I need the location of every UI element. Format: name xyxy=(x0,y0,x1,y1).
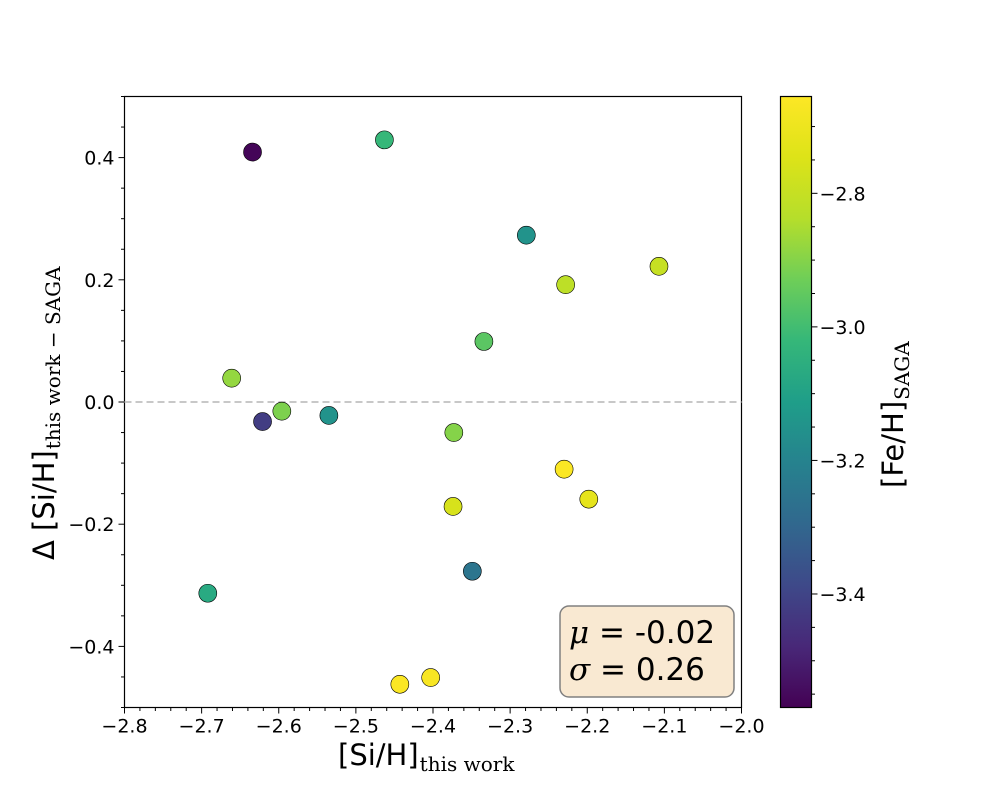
y-axis-ticks: −0.4 −0.2 0.0 0.2 0.4 xyxy=(68,96,125,708)
x-axis-label: [Si/H]this work xyxy=(338,738,515,776)
data-point xyxy=(444,423,464,442)
x-tick-label: −2.3 xyxy=(487,716,533,738)
colorbar-tick-label: −3.4 xyxy=(820,584,866,606)
colorbar-ticks: −3.4 −3.2 −3.0 −2.8 xyxy=(811,126,866,695)
colorbar-tick-label: −3.0 xyxy=(820,317,866,339)
data-point xyxy=(243,142,262,162)
data-point xyxy=(556,275,575,294)
data-point xyxy=(421,668,440,687)
x-tick-label: −2.8 xyxy=(101,716,147,738)
data-point xyxy=(463,561,482,581)
x-tick-label: −2.7 xyxy=(179,716,225,738)
colorbar xyxy=(779,95,813,709)
data-point xyxy=(375,130,394,150)
x-axis-ticks: −2.8 −2.7 −2.6 −2.5 −2.4 −2.3 −2.2 −2.1 −2.0 xyxy=(101,707,765,738)
data-point xyxy=(649,257,669,276)
mu-annotation: μ = -0.02 xyxy=(569,615,715,651)
data-point xyxy=(579,489,599,509)
sigma-annotation: σ = 0.26 xyxy=(569,652,705,688)
x-tick-label: −2.2 xyxy=(564,716,610,738)
data-point xyxy=(198,583,218,603)
data-point xyxy=(474,332,494,351)
x-tick-label: −2.4 xyxy=(410,716,456,738)
data-point xyxy=(319,406,339,425)
y-tick-label: 0.4 xyxy=(84,148,114,170)
colorbar-tick-label: −2.8 xyxy=(820,183,866,205)
y-tick-label: 0.2 xyxy=(84,270,114,292)
y-tick-label: 0.0 xyxy=(84,392,114,414)
x-tick-label: −2.0 xyxy=(718,716,764,738)
x-tick-label: −2.1 xyxy=(641,716,687,738)
stats-annotation: μ = -0.02 σ = 0.26 xyxy=(559,605,735,698)
data-point xyxy=(517,225,536,245)
data-point xyxy=(272,401,292,421)
y-tick-label: −0.2 xyxy=(68,514,114,536)
data-points xyxy=(198,130,669,694)
y-axis-label: Δ [Si/H]this work − SAGA xyxy=(27,266,65,560)
colorbar-tick-label: −3.2 xyxy=(820,450,866,472)
data-point xyxy=(253,412,272,431)
y-tick-label: −0.4 xyxy=(68,636,114,658)
colorbar-label: [Fe/H]SAGA xyxy=(876,341,914,488)
data-point xyxy=(222,368,242,388)
x-tick-label: −2.5 xyxy=(333,716,379,738)
stats-box xyxy=(559,605,735,698)
data-point xyxy=(390,674,410,694)
data-point xyxy=(443,497,463,516)
x-tick-label: −2.6 xyxy=(256,716,302,738)
data-point xyxy=(554,459,574,479)
